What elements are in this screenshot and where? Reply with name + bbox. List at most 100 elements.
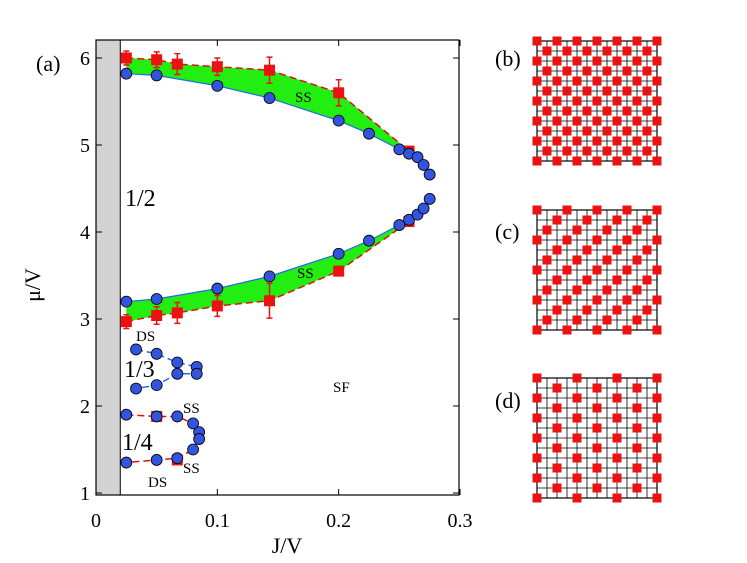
occupied-site <box>592 443 602 453</box>
lattice-insets <box>532 36 662 503</box>
occupied-site <box>632 116 642 126</box>
occupied-site <box>592 483 602 493</box>
upper-square-point <box>120 52 132 64</box>
occupied-site <box>622 235 632 245</box>
label-ds-third: DS <box>136 329 155 345</box>
upper-square-point <box>264 64 276 76</box>
occupied-site <box>632 96 642 106</box>
occupied-site <box>602 46 612 56</box>
occupied-site <box>622 46 632 56</box>
occupied-site <box>542 46 552 56</box>
label-quarter-filling: 1/4 <box>122 430 153 456</box>
occupied-site <box>542 315 552 325</box>
occupied-site <box>602 285 612 295</box>
third-circle-point <box>171 356 184 369</box>
occupied-site <box>532 473 542 483</box>
occupied-site <box>612 156 622 166</box>
occupied-site <box>592 463 602 473</box>
label-third-filling: 1/3 <box>124 357 155 383</box>
x-tick-label: 0 <box>91 510 101 532</box>
occupied-site <box>642 86 652 96</box>
quarter-circle-point <box>187 417 199 430</box>
occupied-site <box>632 255 642 265</box>
lower-circle-point <box>423 193 436 205</box>
occupied-site <box>572 76 582 86</box>
occupied-site <box>572 136 582 146</box>
occupied-site <box>622 325 632 335</box>
occupied-site <box>602 255 612 265</box>
occupied-site <box>612 453 622 463</box>
occupied-site <box>612 393 622 403</box>
occupied-site <box>542 146 552 156</box>
occupied-site <box>572 393 582 403</box>
occupied-site <box>592 136 602 146</box>
occupied-site <box>652 325 662 335</box>
occupied-site <box>562 46 572 56</box>
quarter-circle-point <box>187 443 199 456</box>
lower-circle-point <box>211 282 224 295</box>
occupied-site <box>592 205 602 215</box>
occupied-site <box>592 295 602 305</box>
occupied-site <box>612 76 622 86</box>
occupied-site <box>532 393 542 403</box>
upper-circle-point <box>150 69 163 82</box>
occupied-site <box>552 96 562 106</box>
occupied-site <box>632 463 642 473</box>
upper-circle-point <box>423 168 436 181</box>
occupied-site <box>632 36 642 46</box>
occupied-site <box>632 315 642 325</box>
occupied-site <box>552 136 562 146</box>
occupied-site <box>612 413 622 423</box>
label-ds-quarter: DS <box>148 475 167 491</box>
occupied-site <box>552 383 562 393</box>
occupied-site <box>602 146 612 156</box>
y-tick-label: 6 <box>80 48 90 70</box>
occupied-site <box>582 66 592 76</box>
occupied-site <box>532 325 542 335</box>
occupied-site <box>612 433 622 443</box>
occupied-site <box>622 295 632 305</box>
occupied-site <box>632 443 642 453</box>
occupied-site <box>652 76 662 86</box>
occupied-site <box>562 86 572 96</box>
occupied-site <box>652 156 662 166</box>
occupied-site <box>612 36 622 46</box>
occupied-site <box>602 106 612 116</box>
occupied-site <box>532 205 542 215</box>
occupied-site <box>572 433 582 443</box>
occupied-site <box>582 305 592 315</box>
occupied-site <box>632 76 642 86</box>
occupied-site <box>552 56 562 66</box>
occupied-site <box>572 453 582 463</box>
lower-square-point <box>151 310 163 322</box>
lower-circle-point <box>393 219 406 231</box>
occupied-site <box>552 403 562 413</box>
occupied-site <box>652 116 662 126</box>
upper-square-point <box>211 61 223 73</box>
occupied-site <box>592 116 602 126</box>
occupied-site <box>562 205 572 215</box>
quarter-circle-point <box>120 456 133 469</box>
lower-circle-point <box>417 202 430 215</box>
occupied-site <box>542 66 552 76</box>
occupied-site <box>532 433 542 443</box>
occupied-site <box>532 156 542 166</box>
occupied-site <box>572 56 582 66</box>
lower-circle-point <box>403 213 415 226</box>
occupied-site <box>592 156 602 166</box>
occupied-site <box>642 66 652 76</box>
occupied-site <box>622 66 632 76</box>
lattice-inset-d <box>532 373 662 503</box>
upper-circle-point <box>263 92 276 104</box>
occupied-site <box>642 245 652 255</box>
occupied-site <box>532 56 542 66</box>
occupied-site <box>572 473 582 483</box>
upper-circle-point <box>120 67 133 80</box>
label-superfluid: SF <box>333 380 350 396</box>
occupied-site <box>572 116 582 126</box>
label-half-filling: 1/2 <box>125 186 156 212</box>
occupied-site <box>532 265 542 275</box>
lower-circle-point <box>120 295 133 308</box>
y-tick-label: 3 <box>80 309 90 331</box>
